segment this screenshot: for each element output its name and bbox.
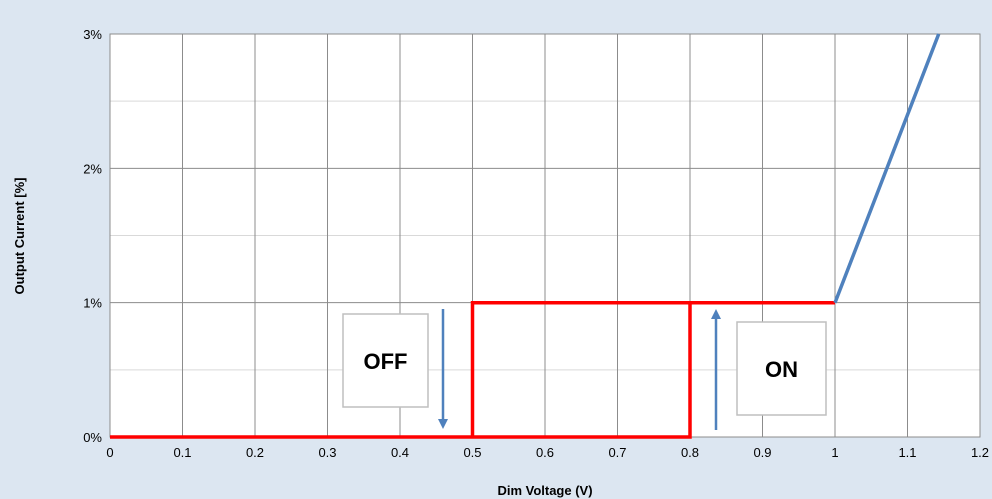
- series-line-1: [470, 300, 835, 437]
- series-line-2: [833, 33, 941, 304]
- on-label-box: [736, 321, 827, 416]
- on-label: ON: [765, 357, 798, 382]
- off-label-box: [342, 313, 429, 408]
- series-layer: [110, 33, 941, 439]
- y-axis-title: Output Current [%]: [12, 178, 27, 295]
- x-tick-label: 0.5: [463, 445, 481, 460]
- x-tick-label: 0.2: [246, 445, 264, 460]
- x-tick-label: 0.3: [318, 445, 336, 460]
- on-arrow-up-icon: [711, 309, 721, 319]
- y-tick-label: 2%: [83, 161, 102, 176]
- x-tick-label: 1.1: [898, 445, 916, 460]
- x-tick-label: 0.4: [391, 445, 409, 460]
- y-tick-label: 0%: [83, 430, 102, 445]
- x-tick-label: 1: [831, 445, 838, 460]
- x-tick-label: 0: [106, 445, 113, 460]
- y-tick-label: 1%: [83, 296, 102, 311]
- x-tick-label: 0.6: [536, 445, 554, 460]
- x-tick-label: 0.9: [753, 445, 771, 460]
- y-tick-label: 3%: [83, 27, 102, 42]
- off-arrow-down-icon: [438, 419, 448, 429]
- x-axis-title: Dim Voltage (V): [497, 483, 592, 498]
- x-axis-ticks: 0 0.1 0.2 0.3 0.4 0.5 0.6 0.7 0.8 0.9 1 1.1 1.2: [106, 445, 989, 460]
- off-label: OFF: [364, 349, 408, 374]
- x-tick-label: 0.1: [173, 445, 191, 460]
- x-tick-label: 0.7: [608, 445, 626, 460]
- x-tick-label: 0.8: [681, 445, 699, 460]
- y-axis-ticks: 0% 1% 2% 3%: [83, 27, 102, 445]
- x-tick-label: 1.2: [971, 445, 989, 460]
